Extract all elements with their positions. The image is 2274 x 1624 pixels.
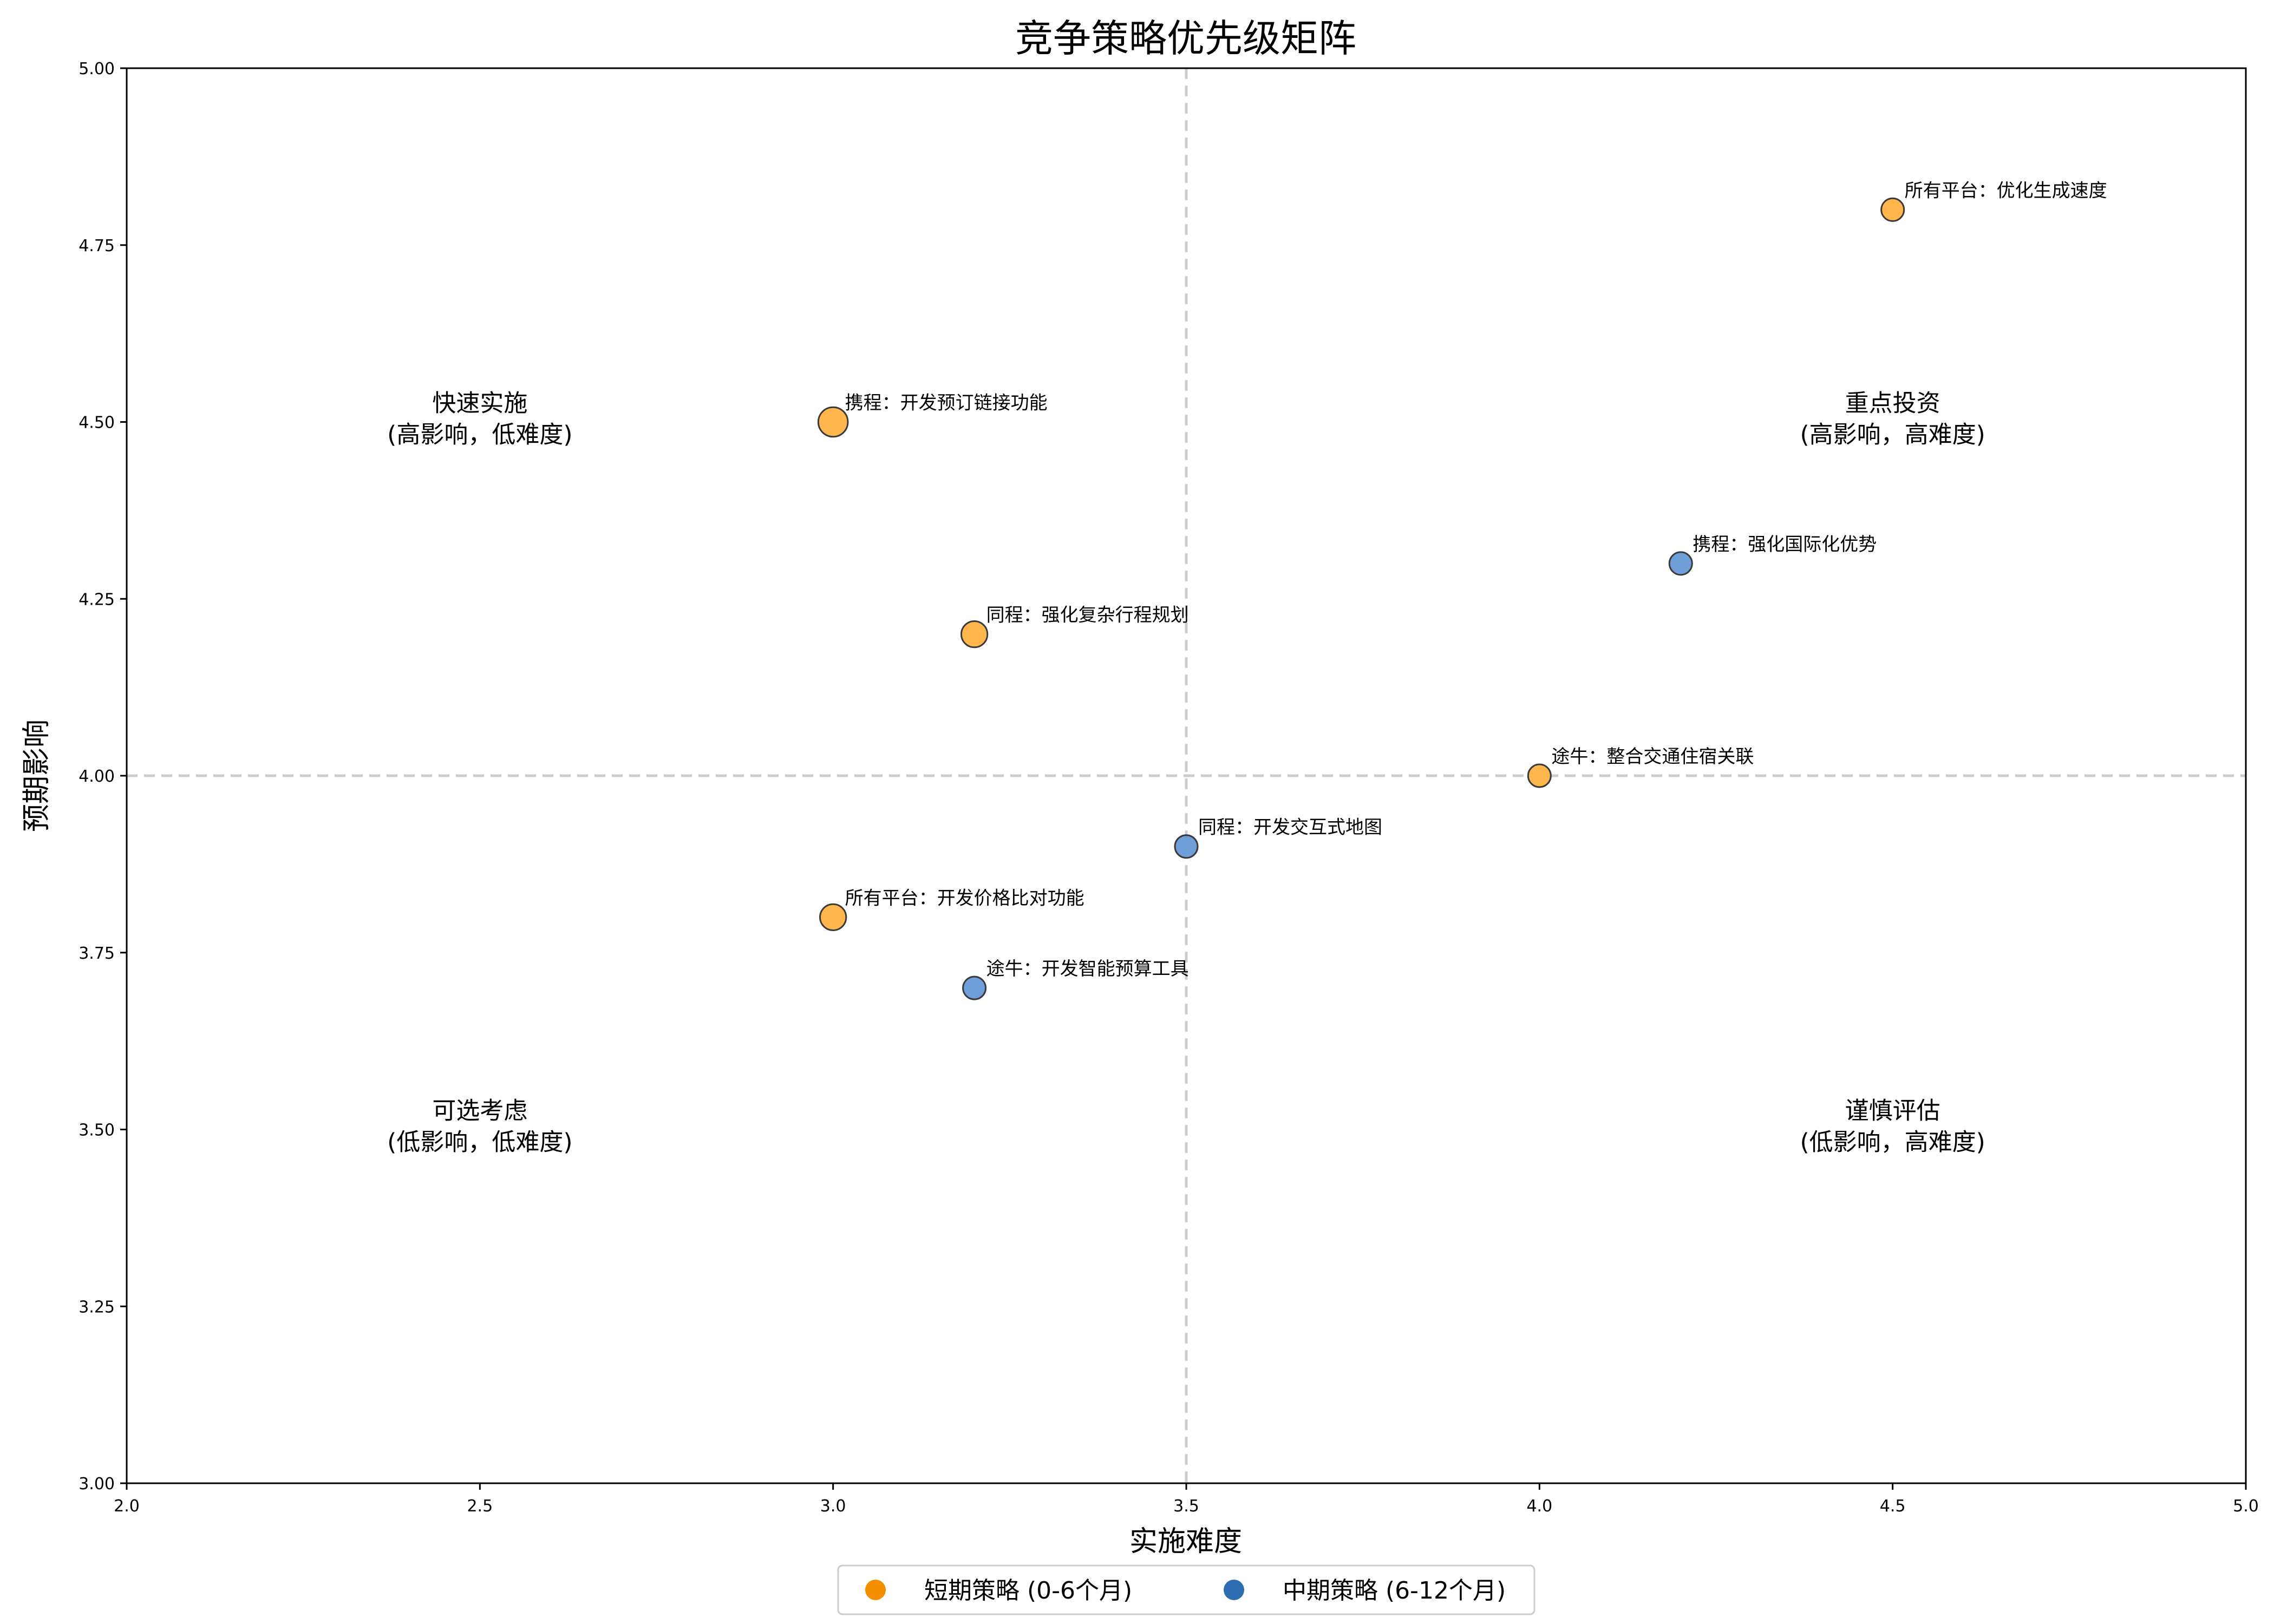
plot-area: 快速实施 (高影响，低难度) 重点投资 (高影响，高难度) 可选考虑 (低影响，低难度) 谨… bbox=[127, 68, 2246, 1483]
legend: 短期策略 (0-6个月) 中期策略 (6-12个月) bbox=[837, 1564, 1535, 1615]
point-label: 途牛：整合交通住宿关联 bbox=[1551, 746, 1754, 768]
x-tick-label: 4.0 bbox=[1526, 1497, 1552, 1516]
x-tick-label: 2.5 bbox=[467, 1497, 493, 1516]
quadrant-label-subtitle: (高影响，低难度) bbox=[387, 421, 572, 449]
x-tick-label: 4.5 bbox=[1880, 1497, 1906, 1516]
scatter-point bbox=[819, 903, 847, 932]
x-tick-label: 2.0 bbox=[114, 1497, 140, 1516]
y-tick-label: 4.00 bbox=[79, 767, 115, 786]
legend-marker-mid-term bbox=[1224, 1580, 1244, 1600]
quadrant-label-title: 谨慎评估 bbox=[1845, 1097, 1940, 1125]
scatter-point bbox=[960, 620, 989, 649]
x-axis-title: 实施难度 bbox=[1129, 1525, 1242, 1558]
legend-label-short-term: 短期策略 (0-6个月) bbox=[924, 1577, 1132, 1605]
y-tick-label: 3.50 bbox=[79, 1121, 115, 1140]
y-axis-ticks: 3.00 3.25 3.50 3.75 4.00 4.25 4.50 4.75 5.00 bbox=[79, 60, 127, 1494]
point-label: 所有平台：优化生成速度 bbox=[1905, 180, 2107, 201]
y-tick-label: 4.25 bbox=[79, 590, 115, 609]
y-tick-label: 4.50 bbox=[79, 414, 115, 433]
x-axis-ticks: 2.0 2.5 3.0 3.5 4.0 4.5 5.0 bbox=[114, 1483, 2259, 1516]
point-label: 携程：强化国际化优势 bbox=[1693, 534, 1877, 555]
scatter-point bbox=[1527, 763, 1552, 788]
scatter-point bbox=[817, 406, 849, 438]
quadrant-label-subtitle: (低影响，低难度) bbox=[387, 1129, 572, 1156]
point-label: 携程：开发预订链接功能 bbox=[845, 392, 1048, 414]
point-label: 同程：强化复杂行程规划 bbox=[986, 605, 1189, 626]
quadrant-label-subtitle: (低影响，高难度) bbox=[1800, 1129, 1985, 1156]
y-tick-label: 3.25 bbox=[79, 1298, 115, 1317]
scatter-point bbox=[1668, 551, 1693, 576]
y-axis-title: 预期影响 bbox=[21, 719, 53, 832]
chart-title: 竞争策略优先级矩阵 bbox=[1015, 16, 1356, 61]
point-label: 途牛：开发智能预算工具 bbox=[986, 958, 1189, 980]
quadrant-label-subtitle: (高影响，高难度) bbox=[1800, 421, 1985, 449]
quadrant-label-title: 重点投资 bbox=[1845, 390, 1940, 417]
x-tick-label: 3.5 bbox=[1173, 1497, 1199, 1516]
legend-frame bbox=[837, 1564, 1535, 1615]
point-label: 所有平台：开发价格比对功能 bbox=[845, 887, 1084, 909]
x-tick-label: 5.0 bbox=[2233, 1497, 2259, 1516]
x-tick-label: 3.0 bbox=[820, 1497, 846, 1516]
y-tick-label: 3.75 bbox=[79, 944, 115, 963]
scatter-point bbox=[1174, 834, 1199, 859]
y-tick-label: 5.00 bbox=[79, 60, 115, 78]
series-0: 所有平台：优化生成速度携程：开发预订链接功能同程：强化复杂行程规划途牛：整合交通… bbox=[817, 180, 2107, 932]
scatter-point bbox=[1880, 197, 1905, 222]
point-label: 同程：开发交互式地图 bbox=[1198, 817, 1382, 839]
y-tick-label: 3.00 bbox=[79, 1475, 115, 1494]
legend-label-mid-term: 中期策略 (6-12个月) bbox=[1283, 1577, 1506, 1605]
y-tick-label: 4.75 bbox=[79, 237, 115, 256]
scatter-point bbox=[962, 975, 987, 1000]
quadrant-label-title: 可选考虑 bbox=[432, 1097, 527, 1125]
quadrant-label-title: 快速实施 bbox=[432, 390, 527, 417]
legend-marker-short-term bbox=[865, 1580, 886, 1600]
